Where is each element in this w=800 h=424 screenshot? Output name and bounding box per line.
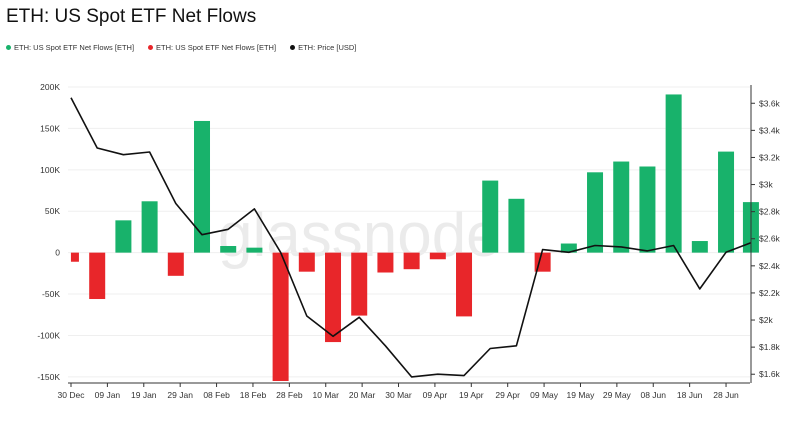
legend-label: ETH: US Spot ETF Net Flows [ETH] [14,43,135,52]
y-left-tick-label: -100K [37,330,60,340]
x-tick-label: 08 Jun [640,390,666,400]
x-tick-label: 19 May [567,390,596,400]
price-line [70,97,752,378]
flow-bar [691,241,708,253]
flow-bar [456,252,473,317]
flow-bar [70,252,79,262]
y-left-tick-label: 150K [40,123,60,133]
legend-item-negative-flows[interactable]: ETH: US Spot ETF Net Flows [ETH] [148,43,276,52]
x-tick-label: 08 Feb [203,390,230,400]
y-left-tick-label: -50K [42,289,60,299]
flow-bar [718,151,735,253]
x-tick-label: 10 Mar [313,390,340,400]
y-right-tick-label: $1.8k [759,342,781,352]
flow-bar [89,252,106,300]
y-right-tick-label: $3.4k [759,125,781,135]
legend: ETH: US Spot ETF Net Flows [ETH] ETH: US… [6,43,356,52]
flow-bar [220,246,237,253]
y-left-tick-label: -150K [37,372,60,382]
flow-bar [377,252,394,273]
x-tick-label: 28 Jun [713,390,739,400]
y-left-tick-label: 50K [45,206,60,216]
flow-bar [508,198,525,253]
y-right-tick-label: $2.4k [759,261,781,271]
legend-label: ETH: Price [USD] [298,43,357,52]
x-tick-label: 30 Dec [58,390,86,400]
y-left-tick-label: 0 [55,248,60,258]
flow-bar [167,252,184,276]
flow-bar [403,252,420,270]
legend-dot-black [290,45,296,50]
x-tick-label: 20 Mar [349,390,376,400]
x-tick-label: 09 Jan [95,390,121,400]
y-right-tick-label: $3.2k [759,152,781,162]
flow-bar [639,166,656,253]
x-tick-label: 18 Feb [240,390,267,400]
flow-bar [272,252,289,381]
legend-label: ETH: US Spot ETF Net Flows [ETH] [156,43,277,52]
legend-dot-red [148,45,154,50]
x-tick-label: 28 Feb [276,390,303,400]
x-tick-label: 29 May [603,390,632,400]
y-right-tick-label: $1.6k [759,369,781,379]
flow-bar [613,161,630,253]
flow-bar [325,252,342,343]
flow-bar [194,120,211,253]
y-right-tick-label: $2.2k [759,288,781,298]
price-series [70,97,752,378]
x-tick-label: 29 Apr [495,390,520,400]
legend-dot-green [6,45,11,50]
y-right-tick-label: $2.8k [759,207,781,217]
flow-bar [115,220,132,253]
y-right-tick-label: $3k [759,180,773,190]
flow-bar [141,201,158,253]
flow-bar [587,172,604,253]
x-tick-label: 19 Apr [459,390,484,400]
flow-bar [429,252,446,260]
chart-title: ETH: US Spot ETF Net Flows [6,6,257,27]
flow-bar [351,252,368,316]
x-tick-label: 09 Apr [423,390,448,400]
flow-bar [298,252,315,272]
axes: 200K 150K 100K 50K 0 -50K -100K -150K $3.6k $3.4k… [37,82,780,400]
y-right-tick-label: $2k [759,315,773,325]
legend-item-positive-flows[interactable]: ETH: US Spot ETF Net Flows [ETH] [6,43,134,52]
y-right-tick-label: $2.6k [759,234,781,244]
y-left-tick-label: 200K [40,82,60,92]
flow-bar [246,247,263,253]
x-tick-label: 09 May [530,390,559,400]
y-right-tick-label: $3.6k [759,98,781,108]
x-tick-label: 30 Mar [385,390,412,400]
x-tick-label: 19 Jan [131,390,157,400]
y-left-tick-label: 100K [40,165,60,175]
flow-bar [482,180,499,253]
legend-item-price[interactable]: ETH: Price [USD] [290,43,356,52]
flow-bar [665,94,682,253]
x-tick-label: 29 Jan [167,390,193,400]
flow-bar [560,243,577,253]
x-tick-label: 18 Jun [677,390,703,400]
bar-series [70,94,759,381]
